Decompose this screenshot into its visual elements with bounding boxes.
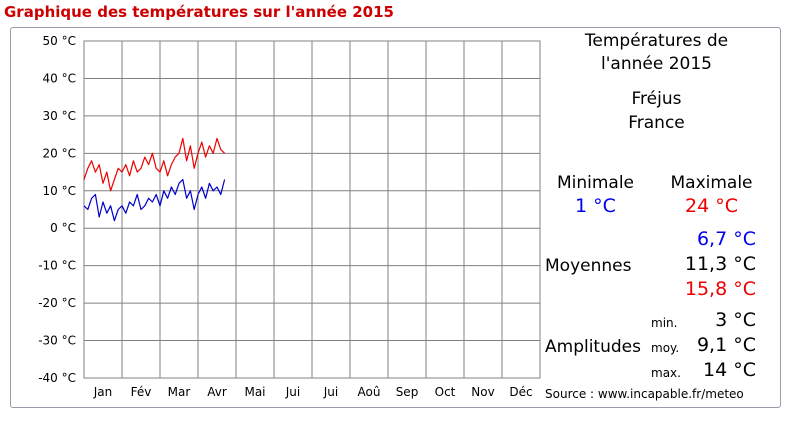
avg-mean-value: 11,3 °C: [684, 253, 756, 275]
city: Fréjus: [631, 89, 682, 109]
amp-max-label: max.: [651, 366, 681, 380]
x-tick-label: Oct: [435, 385, 456, 399]
min-value: 1 °C: [575, 195, 616, 217]
y-tick-label: 10 °C: [43, 184, 76, 198]
amplitudes-label: Amplitudes: [545, 337, 641, 357]
y-tick-label: -30 °C: [38, 334, 76, 348]
min-label: Minimale: [556, 173, 635, 193]
amp-mean-label: moy.: [651, 341, 680, 355]
x-tick-label: Mai: [244, 385, 265, 399]
amp-mean-value: 9,1 °C: [696, 334, 756, 356]
y-tick-label: 30 °C: [43, 109, 76, 123]
amp-min-value: 3 °C: [715, 309, 756, 331]
x-tick-label: Mar: [168, 385, 191, 399]
temperature-chart: 50 °C 40 °C 30 °C 20 °C 10 °C 0 °C -10 °C -20 °…: [38, 34, 541, 399]
y-tick-label: 50 °C: [43, 34, 76, 48]
averages-label: Moyennes: [545, 256, 632, 276]
x-tick-label: Sep: [396, 385, 419, 399]
y-tick-label: -10 °C: [38, 259, 76, 273]
avg-min-value: 6,7 °C: [696, 228, 756, 250]
x-tick-label: Déc: [509, 385, 532, 399]
x-tick-label: Jui: [285, 385, 300, 399]
series: [83, 137, 226, 222]
y-tick-label: 0 °C: [50, 221, 76, 235]
avg-max-value: 15,8 °C: [684, 278, 756, 300]
info-heading-line1: Températures de: [584, 31, 729, 51]
x-tick-label: Jan: [93, 385, 113, 399]
y-tick-label: 40 °C: [43, 71, 76, 85]
chart-frame: 50 °C 40 °C 30 °C 20 °C 10 °C 0 °C -10 °C -20 °…: [10, 27, 781, 408]
x-tick-label: Aoû: [358, 385, 381, 399]
x-tick-label: Fév: [131, 385, 152, 399]
x-tick-label: Jui: [323, 385, 338, 399]
x-tick-label: Avr: [207, 385, 227, 399]
series-line-min: [83, 178, 226, 222]
series-line-max: [83, 137, 226, 192]
info-heading-line2: l'année 2015: [601, 54, 712, 74]
max-value: 24 °C: [685, 195, 738, 217]
page-title: Graphique des températures sur l'année 2…: [4, 3, 394, 21]
y-tick-label: -20 °C: [38, 296, 76, 310]
amp-min-label: min.: [651, 316, 678, 330]
x-tick-label: Nov: [471, 385, 494, 399]
y-axis-ticks: 50 °C 40 °C 30 °C 20 °C 10 °C 0 °C -10 °C -20 °…: [38, 34, 76, 385]
y-tick-label: 20 °C: [43, 146, 76, 160]
grid: [83, 40, 541, 379]
x-axis-ticks: Jan Fév Mar Avr Mai Jui Jui Aoû Sep Oct Nov Déc: [93, 385, 533, 399]
max-label: Maximale: [670, 173, 753, 193]
y-tick-label: -40 °C: [38, 371, 76, 385]
location: Fréjus France: [559, 87, 754, 135]
source-text: Source : www.incapable.fr/meteo: [545, 387, 744, 401]
info-heading: Températures de l'année 2015: [559, 30, 754, 76]
country: France: [628, 113, 685, 133]
amp-max-value: 14 °C: [703, 359, 756, 381]
